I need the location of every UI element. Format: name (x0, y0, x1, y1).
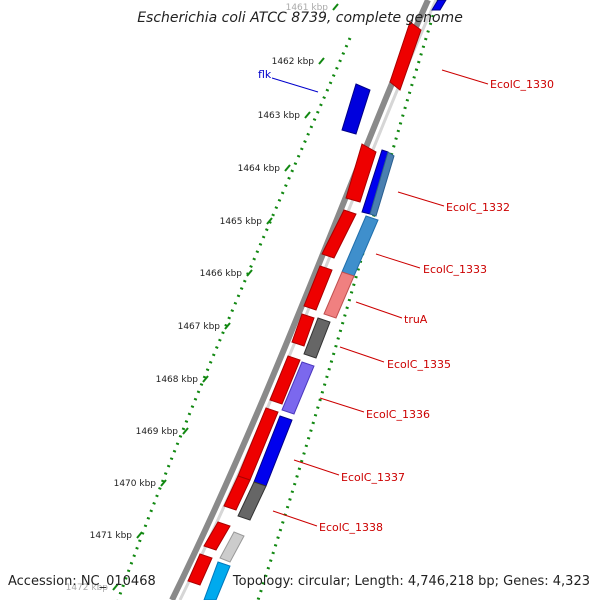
gene-red-8 (203, 521, 231, 551)
gene-label: truA (404, 313, 428, 326)
kbp-tick-mark (160, 479, 167, 487)
kbp-tick-label: 1464 kbp (238, 164, 281, 174)
gene-label-leader (271, 77, 319, 93)
reverse-genes (203, 0, 447, 600)
tick-ring-left (116, 37, 352, 600)
tick-ring-right (256, 0, 440, 600)
gene-red-5 (269, 355, 301, 405)
gene-gray-light (219, 531, 245, 563)
gene-label: EcolC_1335 (387, 358, 451, 371)
gene-label: EcolC_1332 (446, 201, 510, 214)
gene-label-leader (272, 510, 318, 527)
gene-red-7 (223, 475, 251, 511)
topology-text: Topology: circular; Length: 4,746,218 bp… (232, 574, 590, 589)
gene-label-leader (319, 397, 365, 413)
kbp-tick-mark (332, 3, 339, 11)
accession-text: Accession: NC_010468 (8, 574, 156, 589)
kbp-tick-mark (224, 322, 231, 330)
gene-EcolC_1336 (281, 361, 315, 415)
kbp-tick-label: 1469 kbp (136, 427, 179, 437)
kbp-tick-label: 1470 kbp (114, 479, 157, 489)
backbone-track (169, 0, 431, 600)
kbp-tick-label: 1461 kbp (286, 3, 329, 13)
gene-label: EcolC_1337 (341, 471, 405, 484)
gene-EcolC_1332-teal (369, 151, 395, 217)
kbp-tick-mark (304, 111, 311, 119)
gene-red-3 (303, 265, 333, 311)
gene-label-leader (441, 69, 489, 85)
kbp-tick-mark (266, 217, 273, 225)
gene-label: EcolC_1333 (423, 263, 487, 276)
gene-EcolC_1338 (237, 481, 267, 521)
gene-red-4 (291, 313, 315, 347)
kbp-tick-label: 1465 kbp (220, 217, 263, 227)
kbp-tick-mark (182, 427, 189, 435)
gene-EcolC_1330 (389, 21, 422, 91)
gene-labels: flk EcolC_1330 EcolC_1332 EcolC_1333 truA Eco… (258, 68, 554, 534)
kbp-tick-label: 1471 kbp (90, 531, 133, 541)
gene-label: flk (258, 68, 272, 81)
kbp-tick-label: 1466 kbp (200, 269, 243, 279)
kbp-tick-mark (246, 269, 253, 277)
gene-EcolC_1335 (303, 317, 331, 359)
kbp-tick-mark (112, 583, 119, 591)
kbp-tick-mark (136, 531, 143, 539)
kbp-tick-label: 1468 kbp (156, 375, 199, 385)
gene-red-1 (345, 143, 377, 203)
kbp-tick-label: 1467 kbp (178, 322, 221, 332)
gene-label-leader (375, 253, 421, 269)
kbp-tick-label: 1462 kbp (272, 57, 315, 67)
kbp-tick-label: 1472 kbp (66, 583, 109, 593)
kbp-ticks: 1461 kbp 1462 kbp 1463 kbp 1464 kbp 1465 kbp… (66, 3, 339, 593)
kbp-tick-mark (202, 375, 209, 383)
forward-genes (187, 21, 422, 586)
gene-label: EcolC_1338 (319, 521, 383, 534)
gene-label: EcolC_1330 (490, 78, 554, 91)
gene-label: EcolC_1336 (366, 408, 430, 421)
genome-title: Escherichia coli ATCC 8739, complete gen… (137, 10, 463, 26)
gene-label-leader (339, 346, 385, 363)
gene-flk (341, 83, 371, 135)
gene-cyan (203, 561, 231, 600)
gene-top-blue (431, 0, 447, 11)
kbp-tick-label: 1463 kbp (258, 111, 301, 121)
gene-label-leader (355, 301, 403, 319)
kbp-tick-mark (318, 57, 325, 65)
gene-label-leader (293, 459, 340, 476)
gene-label-leader (397, 191, 445, 207)
gene-red-9 (187, 553, 213, 586)
kbp-tick-mark (284, 164, 291, 172)
gene-truA (323, 271, 355, 319)
gene-red-2 (321, 209, 357, 259)
